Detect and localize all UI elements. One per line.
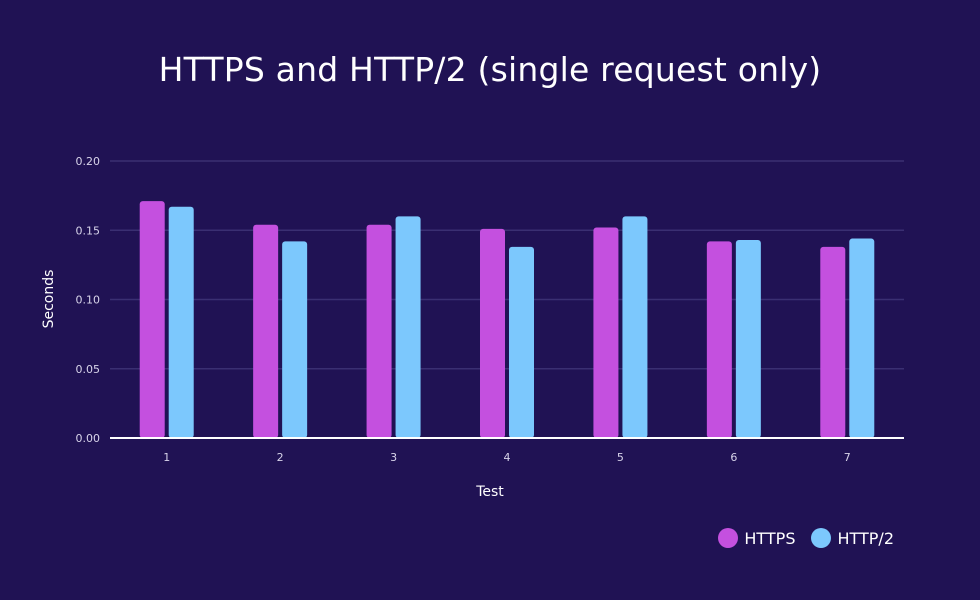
y-tick-label: 0.00 <box>76 432 101 445</box>
gridlines <box>110 160 904 370</box>
x-tick-label: 4 <box>504 451 511 464</box>
bar-http2-test-4 <box>509 246 534 438</box>
bar-https-test-7 <box>820 246 846 438</box>
x-tick-label: 1 <box>163 451 170 464</box>
bar-https-test-2 <box>253 224 279 438</box>
bar-https-test-5 <box>593 227 619 438</box>
y-tick-labels: 0.00 0.05 0.10 0.15 0.20 <box>76 155 101 445</box>
bar-http2-test-5 <box>622 216 648 438</box>
y-tick-label: 0.10 <box>76 294 101 307</box>
y-tick-label: 0.20 <box>76 155 101 168</box>
legend-swatch-https <box>718 528 739 548</box>
x-tick-label: 6 <box>730 451 737 464</box>
legend-item-http2: HTTP/2 <box>811 528 894 548</box>
x-tick-label: 2 <box>277 451 284 464</box>
bar-https-test-1 <box>139 201 165 438</box>
bar-http2-test-2 <box>282 241 308 438</box>
legend-label-https: HTTPS <box>744 528 796 548</box>
y-tick-label: 0.05 <box>76 363 101 376</box>
bar-https-test-4 <box>480 228 505 438</box>
bar-http2-test-7 <box>849 238 875 438</box>
y-tick-label: 0.15 <box>76 224 101 237</box>
y-axis-title: Seconds <box>41 270 57 329</box>
bar-http2-test-3 <box>395 216 421 438</box>
bar-https-test-6 <box>706 241 732 438</box>
bar-http2-test-6 <box>735 239 761 438</box>
legend-item-https: HTTPS <box>718 528 795 548</box>
x-tick-label: 3 <box>390 451 397 464</box>
x-tick-label: 5 <box>617 451 624 464</box>
bar-https-test-3 <box>366 224 392 438</box>
x-tick-label: 7 <box>844 451 851 464</box>
legend-swatch-http2 <box>811 528 832 548</box>
x-tick-labels: 1 2 3 4 5 6 7 <box>163 451 851 464</box>
bar-http2-test-1 <box>168 206 194 438</box>
legend: HTTPS HTTP/2 <box>718 528 894 548</box>
chart-title: HTTPS and HTTP/2 (single request only) <box>158 50 822 89</box>
legend-label-http2: HTTP/2 <box>837 528 894 548</box>
x-axis-title: Test <box>475 484 504 500</box>
bars <box>139 201 875 438</box>
